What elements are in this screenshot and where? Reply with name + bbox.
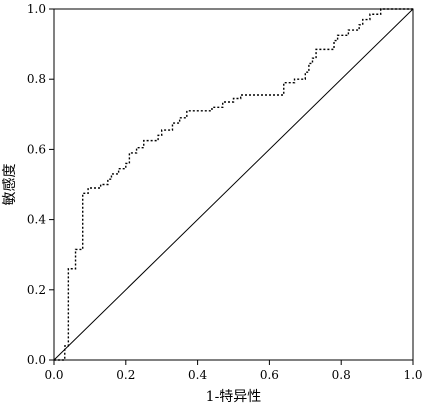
y-tick-label: 1.0 [27,2,46,16]
x-axis-ticks: 0.0 0.2 0.4 0.6 0.8 1.0 [44,360,423,382]
x-tick-label: 0.2 [116,368,135,382]
x-tick-label: 0.0 [44,368,63,382]
series-layer [53,8,414,361]
x-tick-label: 0.6 [260,368,279,382]
x-tick-label: 0.8 [332,368,351,382]
y-tick-label: 0.4 [27,213,46,227]
y-axis-title: 敏感度 [1,164,18,206]
y-axis-ticks: 0.0 0.2 0.4 0.6 0.8 1.0 [27,2,54,367]
reference-diagonal-line [53,8,414,361]
y-tick-label: 0.2 [27,283,46,297]
y-tick-label: 0.0 [27,353,46,367]
y-tick-label: 0.6 [27,142,46,156]
y-tick-label: 0.8 [27,72,46,86]
roc-curve-line [54,8,413,361]
x-axis-title: 1-特异性 [206,389,262,405]
x-tick-label: 1.0 [403,368,422,382]
x-tick-label: 0.4 [188,368,207,382]
plot-frame [53,8,414,361]
